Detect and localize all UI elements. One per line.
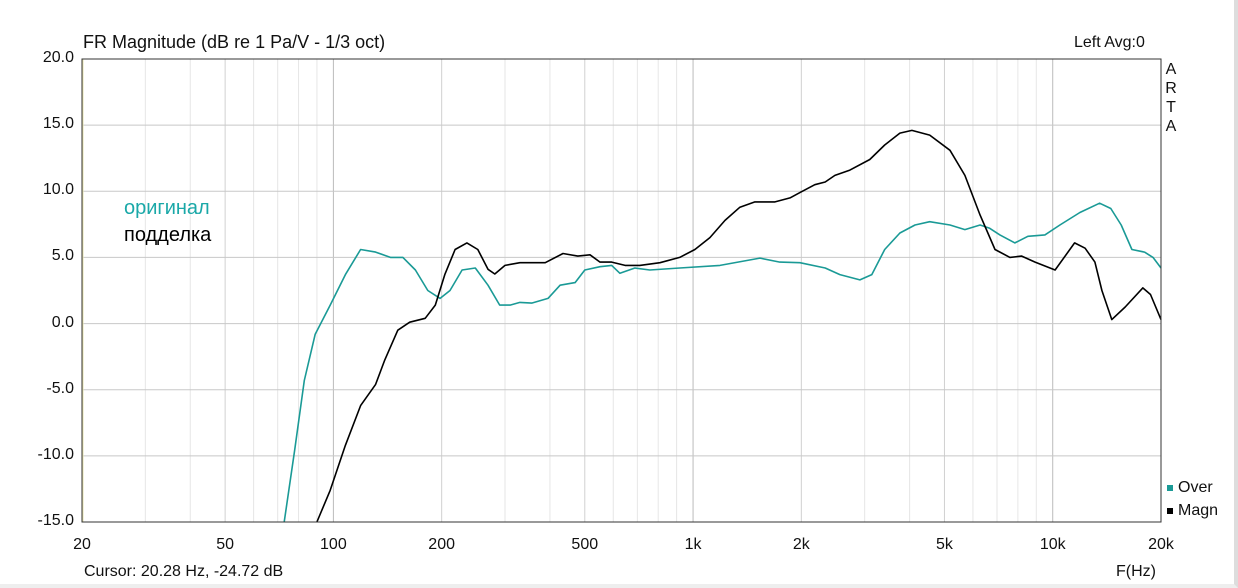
annotation-fake: подделка xyxy=(124,224,212,246)
x-tick-label: 200 xyxy=(428,536,455,553)
legend-item-over: Over xyxy=(1167,479,1213,497)
x-tick-label: 20k xyxy=(1148,536,1174,553)
legend-item-magn: Magn xyxy=(1167,502,1218,520)
channel-info: Left Avg:0 xyxy=(1074,34,1145,51)
series-lines xyxy=(283,129,1162,523)
x-tick-label: 2k xyxy=(792,536,810,553)
y-tick-label: 20.0 xyxy=(42,49,74,66)
annotation-original: оригинал xyxy=(124,197,210,219)
x-tick-label: 500 xyxy=(571,536,599,553)
cursor-readout: Cursor: 20.28 Hz, -24.72 dB xyxy=(84,563,284,580)
y-tick-label: -15.0 xyxy=(37,512,74,529)
y-tick-label: 15.0 xyxy=(42,115,74,133)
grid xyxy=(82,59,1161,522)
y-tick-label: -5.0 xyxy=(46,379,74,397)
x-tick-label: 1k xyxy=(684,536,702,553)
chart-title: FR Magnitude (dB re 1 Pa/V - 1/3 oct) xyxy=(83,32,386,52)
y-tick-label: 0.0 xyxy=(51,313,74,331)
watermark-letter: A xyxy=(1165,118,1177,135)
watermark-letter: R xyxy=(1165,80,1177,97)
legend-swatch-magn xyxy=(1167,507,1173,514)
x-tick-label: 50 xyxy=(216,536,235,553)
series-line-magn xyxy=(316,129,1162,523)
watermark-letter: A xyxy=(1165,61,1177,78)
x-tick-label: 20 xyxy=(73,536,91,553)
plot-frame xyxy=(81,58,1162,523)
x-tick-label: 10k xyxy=(1039,536,1066,553)
legend-label: Magn xyxy=(1178,502,1219,519)
y-tick-label: 10.0 xyxy=(42,181,74,199)
x-axis-label: F(Hz) xyxy=(1116,563,1156,580)
x-tick-label: 5k xyxy=(936,536,953,553)
y-tick-label: -10.0 xyxy=(37,445,74,463)
arta-watermark: A R T A xyxy=(1164,60,1178,136)
x-tick-label: 100 xyxy=(320,536,347,553)
watermark-letter: T xyxy=(1166,99,1176,116)
legend-label: Over xyxy=(1178,479,1213,496)
series-line-over xyxy=(283,202,1162,523)
legend-swatch-over xyxy=(1167,484,1173,491)
y-tick-label: 5.0 xyxy=(51,247,74,265)
